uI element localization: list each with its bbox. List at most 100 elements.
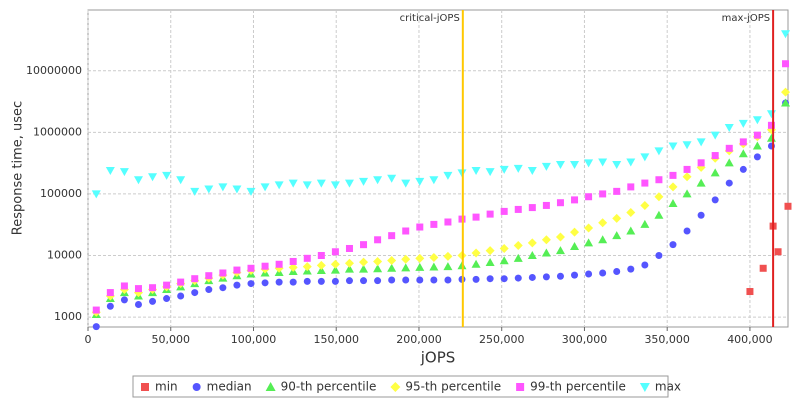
data-point (261, 279, 269, 287)
data-point (330, 259, 340, 269)
data-point (668, 198, 678, 207)
data-point (443, 262, 453, 271)
data-point (739, 138, 747, 146)
data-point (641, 261, 649, 269)
y-tick-label: 1000 (54, 310, 82, 323)
data-point (415, 253, 425, 263)
data-point (669, 241, 677, 249)
data-point (753, 153, 761, 161)
data-point (247, 264, 255, 272)
data-point (331, 248, 339, 256)
plot-area (87, 9, 789, 328)
data-point (527, 238, 537, 248)
data-point (555, 232, 565, 242)
x-tick-label: 0 (85, 333, 92, 346)
data-point (401, 254, 411, 264)
data-point (613, 267, 621, 275)
data-point (725, 144, 733, 152)
marker-label: critical-jOPS (400, 13, 460, 24)
data-point (668, 182, 678, 192)
data-point (302, 262, 312, 272)
data-point (120, 296, 128, 304)
data-point (92, 323, 100, 331)
data-point (163, 295, 171, 303)
data-point (781, 98, 791, 107)
marker-label: max-jOPS (722, 13, 770, 24)
data-point (416, 223, 424, 231)
data-point (360, 241, 368, 249)
data-point (316, 179, 326, 188)
data-point (612, 231, 622, 240)
data-point (302, 181, 312, 190)
data-point (274, 181, 284, 190)
data-point (260, 183, 270, 192)
data-point (388, 232, 396, 240)
data-point (739, 165, 747, 173)
data-point (443, 251, 453, 261)
legend-label: 99-th percentile (530, 380, 626, 394)
y-tick-label: 1000000 (33, 125, 82, 138)
data-point (570, 242, 580, 251)
data-point (247, 280, 255, 288)
legend-marker (639, 383, 650, 392)
data-point (626, 158, 636, 167)
data-point (654, 192, 664, 202)
data-point (219, 284, 227, 292)
data-point (753, 131, 761, 139)
data-point (345, 244, 353, 252)
y-tick-label: 10000000 (26, 64, 82, 77)
data-point (105, 167, 115, 176)
data-point (219, 269, 227, 277)
data-point (485, 168, 495, 177)
data-point (415, 177, 425, 186)
data-point (697, 159, 705, 167)
legend-label: 95-th percentile (405, 380, 501, 394)
data-point (683, 165, 691, 173)
data-point (134, 301, 142, 309)
data-point (387, 263, 397, 272)
x-tick-label: 400,000 (727, 333, 773, 346)
data-point (218, 183, 228, 192)
data-point (177, 278, 185, 286)
data-point (344, 258, 354, 268)
data-point (429, 176, 439, 185)
data-point (682, 141, 692, 150)
data-point (106, 302, 114, 310)
data-point (627, 183, 635, 191)
data-point (388, 276, 396, 284)
data-point (444, 218, 452, 226)
data-point (472, 213, 480, 221)
data-point (767, 121, 775, 129)
data-point (191, 289, 199, 297)
data-point (416, 276, 424, 284)
data-point (471, 248, 481, 258)
data-point (774, 248, 782, 256)
data-point (133, 176, 143, 185)
data-point (134, 285, 142, 293)
legend-marker (265, 382, 276, 391)
data-point (402, 227, 410, 235)
data-point (527, 250, 537, 259)
data-point (781, 87, 791, 97)
data-point (541, 235, 551, 245)
data-point (556, 199, 564, 207)
data-point (149, 297, 157, 305)
data-point (710, 168, 720, 177)
data-point (612, 213, 622, 223)
data-point (759, 264, 767, 272)
data-point (148, 173, 158, 182)
data-point (599, 190, 607, 198)
data-point (91, 190, 101, 199)
data-point (571, 196, 579, 204)
data-point (289, 278, 297, 286)
data-point (513, 241, 523, 251)
data-point (472, 275, 480, 283)
data-point (640, 200, 650, 210)
data-point (654, 147, 664, 156)
x-tick-label: 50,000 (151, 333, 190, 346)
data-point (668, 142, 678, 151)
data-point (330, 181, 340, 190)
data-point (444, 276, 452, 284)
data-point (781, 30, 791, 39)
data-point (725, 179, 733, 187)
